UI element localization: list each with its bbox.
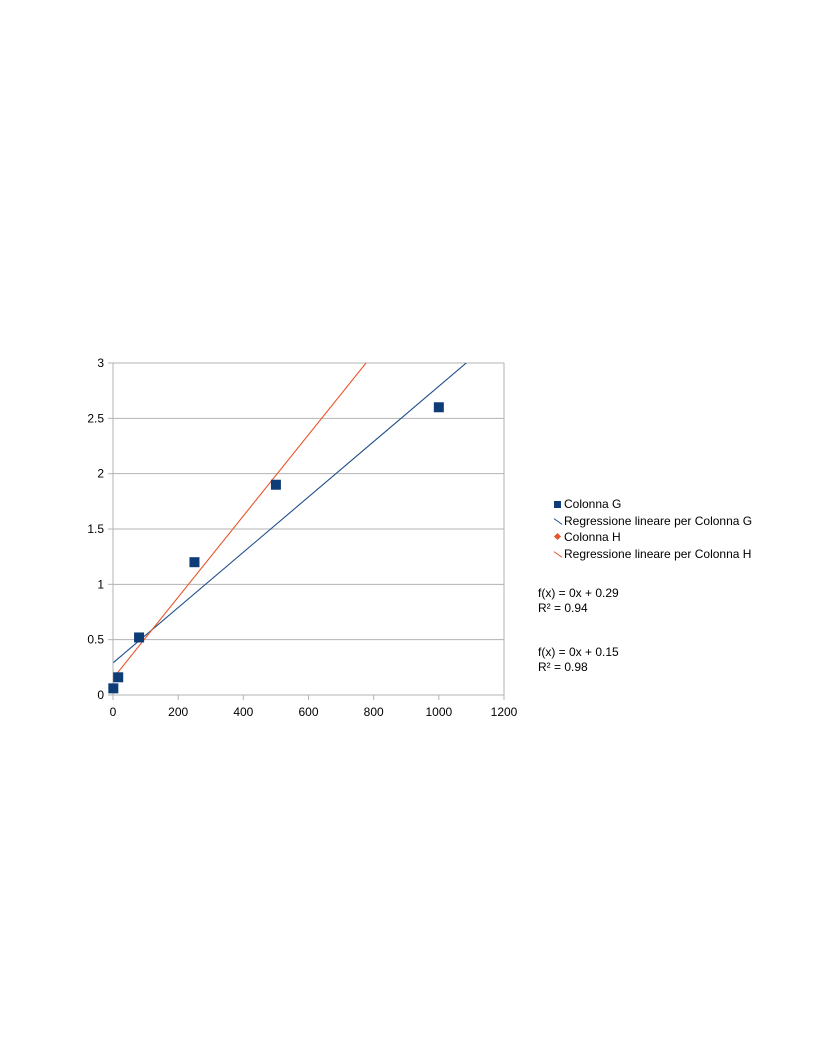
x-tick-label: 200 — [168, 705, 188, 719]
tick-labels: 0 0.5 1 1.5 2 2.5 3 0 200 400 600 800 1000 1200 — [87, 356, 517, 719]
legend-item-colonna-g: Colonna G — [552, 496, 752, 513]
x-tick-label: 800 — [364, 705, 384, 719]
equation-text: f(x) = 0x + 0.29 — [538, 586, 619, 600]
data-points — [108, 402, 444, 694]
legend-label: Regressione lineare per Colonna H — [564, 546, 752, 561]
legend-item-trend-g: Regressione lineare per Colonna G — [552, 513, 752, 530]
y-tick-label: 1.5 — [87, 522, 104, 536]
legend-line-icon — [552, 548, 564, 560]
trendline-equation-g: f(x) = 0x + 0.29 R² = 0.94 — [538, 586, 619, 615]
trendline-0 — [113, 363, 468, 664]
r-squared-text: R² = 0.98 — [538, 659, 588, 674]
x-tick-label: 400 — [233, 705, 253, 719]
x-tick-label: 1200 — [491, 705, 518, 719]
grid-lines — [113, 362, 504, 641]
trendline-1 — [113, 363, 367, 679]
y-tick-label: 0 — [97, 688, 104, 702]
legend-label: Colonna H — [564, 530, 621, 544]
data-point-colonna-g — [134, 632, 145, 643]
data-point-colonna-g — [189, 557, 200, 568]
y-tick-label: 3 — [97, 356, 104, 370]
legend-line-icon — [552, 515, 564, 527]
axes — [108, 362, 505, 700]
y-tick-label: 2.5 — [87, 411, 104, 425]
data-point-colonna-g — [270, 479, 281, 490]
legend-item-colonna-h: Colonna H — [552, 529, 752, 546]
legend-item-trend-h: Regressione lineare per Colonna H — [552, 546, 752, 563]
equation-text: f(x) = 0x + 0.15 — [538, 645, 619, 659]
x-tick-label: 0 — [110, 705, 117, 719]
legend: Colonna G Regressione lineare per Colonn… — [552, 496, 752, 562]
trendlines — [113, 363, 468, 679]
legend-label: Regressione lineare per Colonna G — [564, 513, 753, 528]
legend-label: Colonna G — [564, 497, 622, 511]
data-point-colonna-g — [108, 683, 119, 694]
x-tick-label: 1000 — [425, 705, 452, 719]
y-tick-label: 2 — [97, 467, 104, 481]
r-squared-text: R² = 0.94 — [538, 600, 588, 615]
legend-marker-diamond-icon — [552, 531, 564, 543]
trendline-equation-h: f(x) = 0x + 0.15 R² = 0.98 — [538, 645, 619, 674]
data-point-colonna-g — [433, 402, 444, 413]
y-tick-label: 1 — [97, 577, 104, 591]
x-tick-label: 600 — [298, 705, 318, 719]
y-tick-label: 0.5 — [87, 633, 104, 647]
legend-marker-square-icon — [552, 498, 564, 510]
data-point-colonna-g — [113, 672, 124, 683]
